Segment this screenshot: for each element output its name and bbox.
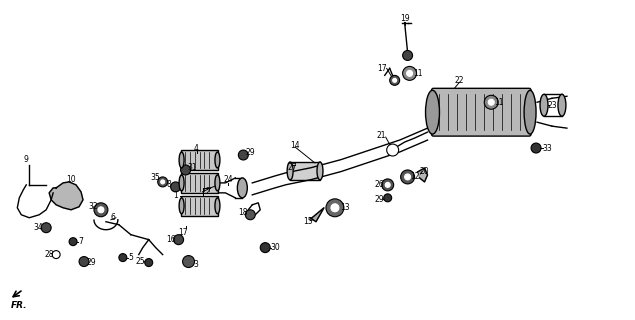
Circle shape [157, 177, 168, 187]
Circle shape [245, 210, 255, 220]
Ellipse shape [179, 152, 184, 168]
Circle shape [171, 182, 180, 192]
Circle shape [406, 70, 413, 76]
Ellipse shape [317, 162, 323, 180]
Text: 9: 9 [24, 156, 29, 164]
Bar [180, 196, 218, 216]
Circle shape [488, 99, 494, 105]
Text: 24: 24 [224, 175, 233, 184]
Circle shape [403, 67, 417, 80]
Text: 17: 17 [377, 64, 387, 73]
Circle shape [69, 238, 77, 246]
Circle shape [183, 256, 194, 268]
Text: 25: 25 [136, 257, 145, 266]
Polygon shape [418, 168, 427, 182]
Circle shape [390, 76, 399, 85]
Text: 15: 15 [304, 217, 313, 226]
Ellipse shape [215, 175, 220, 191]
Text: 2: 2 [205, 188, 210, 196]
Text: 27: 27 [287, 164, 297, 172]
Circle shape [382, 179, 394, 191]
Ellipse shape [524, 90, 536, 134]
Text: 29: 29 [375, 195, 385, 204]
Text: 4: 4 [194, 144, 199, 153]
Text: 22: 22 [455, 76, 464, 85]
Circle shape [384, 194, 392, 202]
Text: 10: 10 [66, 175, 76, 184]
Text: 30: 30 [271, 243, 280, 252]
Text: 14: 14 [290, 140, 300, 149]
Circle shape [260, 243, 271, 252]
Ellipse shape [287, 162, 293, 180]
Text: 33: 33 [542, 144, 552, 153]
Circle shape [41, 223, 51, 233]
Circle shape [180, 165, 190, 175]
Circle shape [145, 259, 153, 267]
Circle shape [401, 170, 415, 184]
Circle shape [531, 143, 541, 153]
Ellipse shape [215, 198, 220, 214]
Text: 28: 28 [44, 250, 54, 259]
Polygon shape [49, 182, 83, 210]
Text: 11: 11 [413, 69, 422, 78]
Bar [290, 162, 320, 180]
Circle shape [392, 78, 397, 82]
Text: 18: 18 [239, 208, 248, 217]
Bar [180, 173, 218, 193]
Text: 21: 21 [377, 131, 387, 140]
Circle shape [52, 251, 60, 259]
Text: 13: 13 [340, 203, 350, 212]
Circle shape [238, 150, 248, 160]
Ellipse shape [179, 198, 184, 214]
Text: 6: 6 [110, 213, 116, 222]
Circle shape [326, 199, 344, 217]
Text: FR.: FR. [11, 301, 27, 310]
Text: 12: 12 [410, 172, 419, 181]
FancyBboxPatch shape [432, 88, 531, 136]
Text: 19: 19 [400, 14, 410, 23]
Circle shape [161, 180, 164, 184]
Text: 29: 29 [86, 258, 96, 267]
Text: 17: 17 [178, 228, 187, 237]
Ellipse shape [425, 90, 439, 134]
Circle shape [331, 204, 339, 212]
Text: 35: 35 [151, 173, 161, 182]
Text: 11: 11 [495, 98, 504, 107]
Ellipse shape [179, 175, 184, 191]
Text: 32: 32 [88, 202, 98, 211]
Text: 23: 23 [547, 101, 557, 110]
Ellipse shape [558, 94, 566, 116]
Text: 3: 3 [193, 260, 198, 269]
Text: 16: 16 [166, 235, 175, 244]
Circle shape [119, 253, 127, 261]
Text: 31: 31 [188, 164, 197, 172]
Circle shape [485, 95, 498, 109]
Circle shape [403, 51, 413, 60]
Text: 8: 8 [166, 180, 171, 189]
Circle shape [173, 235, 184, 244]
Polygon shape [310, 208, 324, 222]
Text: 29: 29 [246, 148, 255, 156]
Ellipse shape [540, 94, 548, 116]
Text: 5: 5 [128, 253, 133, 262]
Circle shape [404, 174, 411, 180]
Text: 20: 20 [420, 167, 429, 176]
Text: 34: 34 [34, 223, 43, 232]
Circle shape [385, 182, 390, 188]
Circle shape [98, 207, 104, 213]
Bar [180, 150, 218, 170]
Circle shape [387, 144, 399, 156]
Circle shape [79, 257, 89, 267]
Text: 7: 7 [79, 237, 83, 246]
Circle shape [94, 203, 108, 217]
Ellipse shape [237, 178, 247, 198]
Text: 1: 1 [173, 191, 178, 200]
Text: 26: 26 [375, 180, 385, 189]
Ellipse shape [215, 152, 220, 168]
